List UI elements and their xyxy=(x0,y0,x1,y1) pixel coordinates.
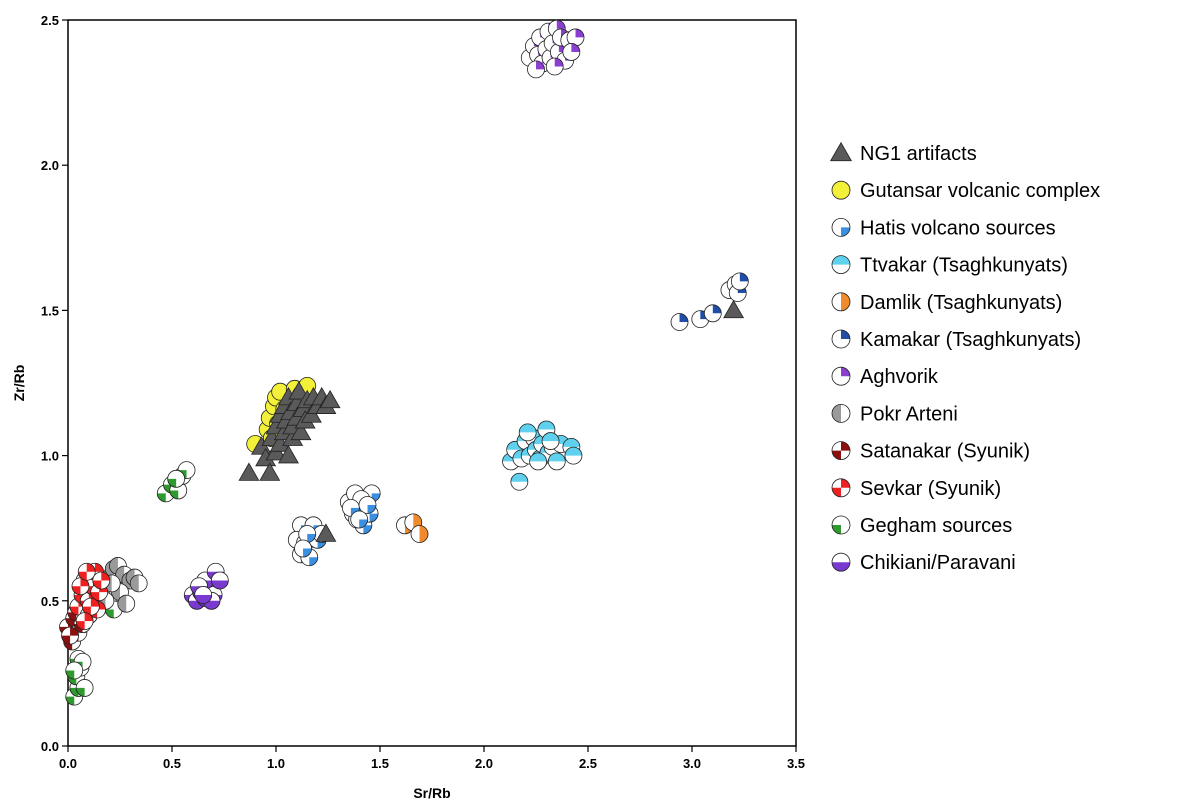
data-point xyxy=(298,525,317,543)
data-point xyxy=(315,523,337,542)
data-point xyxy=(545,57,564,76)
data-point xyxy=(75,679,94,697)
legend-marker xyxy=(831,217,851,237)
data-point xyxy=(194,586,213,604)
legend-marker xyxy=(831,552,851,572)
plot-frame xyxy=(67,19,797,747)
legend-marker xyxy=(831,180,851,200)
x-tick-label: 1.5 xyxy=(371,756,389,771)
y-tick-label: 1.0 xyxy=(41,449,59,464)
data-point xyxy=(547,452,566,471)
y-tick-label: 2.0 xyxy=(41,158,59,173)
data-point xyxy=(319,389,341,409)
data-point xyxy=(294,539,312,558)
y-tick-label: 1.5 xyxy=(41,303,59,318)
data-point xyxy=(518,423,537,442)
data-point xyxy=(566,28,585,47)
data-point xyxy=(238,462,260,481)
x-tick-label: 2.0 xyxy=(475,756,493,771)
legend-marker xyxy=(831,292,851,312)
y-tick-label: 0.5 xyxy=(41,594,59,609)
x-tick-label: 0.5 xyxy=(163,756,181,771)
data-point xyxy=(278,445,299,464)
data-point xyxy=(75,612,94,631)
legend-marker xyxy=(831,478,851,498)
legend-label: Hatis volcano sources xyxy=(860,217,1056,239)
data-point xyxy=(92,571,111,590)
data-point xyxy=(290,421,312,441)
data-point xyxy=(81,597,100,616)
data-point xyxy=(210,571,229,590)
legend-marker xyxy=(831,329,851,349)
legend-label: Kamakar (Tsaghkunyats) xyxy=(860,329,1081,351)
data-point xyxy=(288,381,310,400)
legend-label: Satanakar (Syunik) xyxy=(860,441,1030,463)
legend-marker xyxy=(831,441,851,461)
data-point xyxy=(350,510,369,529)
data-point xyxy=(259,462,281,481)
data-point xyxy=(562,43,581,61)
y-axis-label: Zr/Rb xyxy=(11,365,27,402)
legend-marker xyxy=(829,141,853,162)
legend-label: NG1 artifacts xyxy=(860,143,977,165)
data-point xyxy=(527,60,545,79)
data-point xyxy=(723,299,745,319)
x-axis-label: Sr/Rb xyxy=(413,785,450,801)
legend-marker xyxy=(831,366,851,386)
data-point xyxy=(77,562,96,581)
legend-label: Chikiani/Paravani xyxy=(860,552,1016,574)
legend-label: Sevkar (Syunik) xyxy=(860,478,1001,500)
legend-label: Ttvakar (Tsaghkunyats) xyxy=(860,255,1068,277)
data-point xyxy=(129,574,148,593)
legend-label: Damlik (Tsaghkunyats) xyxy=(860,292,1062,314)
data-point xyxy=(167,469,186,488)
data-point xyxy=(117,594,136,613)
legend-label: Gegham sources xyxy=(860,515,1012,537)
x-tick-label: 1.0 xyxy=(267,756,285,771)
data-point xyxy=(529,452,547,471)
data-point xyxy=(71,577,90,596)
y-tick-label: 2.5 xyxy=(41,13,59,28)
data-point xyxy=(670,313,689,331)
legend-marker xyxy=(831,515,851,535)
data-point xyxy=(730,272,749,291)
y-tick-label: 0.0 xyxy=(41,739,59,754)
legend-label: Gutansar volcanic complex xyxy=(860,180,1100,202)
data-point xyxy=(510,472,529,491)
data-point xyxy=(61,626,79,645)
x-tick-label: 2.5 xyxy=(579,756,597,771)
x-tick-label: 3.5 xyxy=(787,756,805,771)
x-tick-label: 3.0 xyxy=(683,756,701,771)
data-point xyxy=(564,446,583,465)
legend-label: Pokr Arteni xyxy=(860,403,958,425)
data-point xyxy=(65,661,84,680)
data-points xyxy=(59,19,749,706)
data-point xyxy=(358,496,377,514)
legend-marker xyxy=(831,255,851,275)
legend-marker xyxy=(831,403,851,423)
axis-ticks: 0.0 0.5 1.0 1.5 2.0 2.5 3.0 3.5 0.0 0.5 1.0 1.5 2.0 2… xyxy=(41,13,805,771)
x-tick-label: 0.0 xyxy=(59,756,77,771)
data-point xyxy=(410,525,429,543)
data-point xyxy=(541,432,560,450)
data-point xyxy=(703,304,722,323)
legend: NG1 artifacts Gutansar volcanic complex Ha… xyxy=(829,141,1100,574)
legend-label: Aghvorik xyxy=(860,366,939,388)
